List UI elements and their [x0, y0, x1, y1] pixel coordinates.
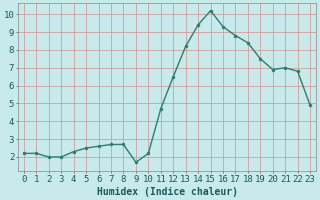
X-axis label: Humidex (Indice chaleur): Humidex (Indice chaleur): [97, 186, 237, 197]
